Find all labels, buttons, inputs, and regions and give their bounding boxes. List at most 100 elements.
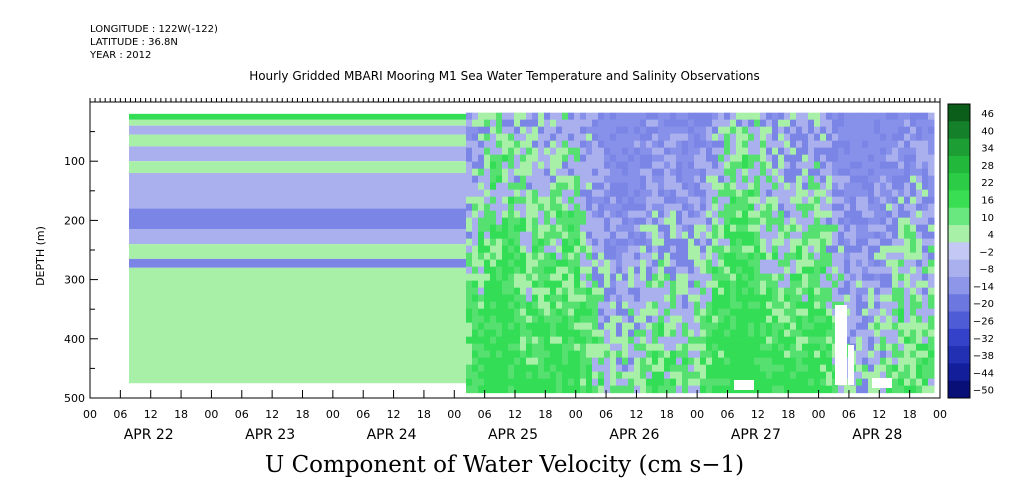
y-tick-label: 400 (64, 333, 85, 346)
field-cell (712, 140, 719, 149)
band-rect (129, 146, 466, 162)
field-cell (718, 266, 725, 275)
field-cell (724, 140, 731, 149)
field-cell (862, 287, 869, 296)
field-cell (718, 385, 725, 394)
field-cell (922, 273, 929, 282)
field-cell (676, 126, 683, 135)
field-cell (820, 203, 827, 212)
field-cell (658, 140, 665, 149)
field-cell (658, 231, 665, 240)
field-cell (658, 126, 665, 135)
field-cell (502, 364, 509, 373)
field-cell (886, 287, 893, 296)
field-cell (478, 322, 485, 331)
field-cell (634, 217, 641, 226)
field-cell (598, 203, 605, 212)
field-cell (742, 217, 749, 226)
field-cell (598, 329, 605, 338)
field-cell (928, 322, 935, 331)
field-cell (718, 203, 725, 212)
field-cell (766, 287, 773, 296)
field-cell (826, 224, 833, 233)
field-cell (700, 378, 707, 387)
field-cell (670, 301, 677, 310)
field-cell (670, 322, 677, 331)
field-cell (904, 378, 911, 387)
field-cell (634, 322, 641, 331)
field-cell (898, 301, 905, 310)
field-cell (670, 308, 677, 317)
field-cell (574, 301, 581, 310)
field-cell (676, 357, 683, 366)
colorbar-swatch (948, 346, 970, 364)
field-cell (478, 175, 485, 184)
field-cell (742, 231, 749, 240)
field-cell (838, 119, 845, 128)
field-cell (646, 280, 653, 289)
field-cell (862, 364, 869, 373)
field-cell (484, 231, 491, 240)
field-cell (694, 126, 701, 135)
field-cell (790, 364, 797, 373)
field-cell (604, 245, 611, 254)
field-cell (838, 133, 845, 142)
field-cell (730, 287, 737, 296)
field-cell (922, 343, 929, 352)
field-cell (496, 182, 503, 191)
field-cell (922, 217, 929, 226)
field-cell (730, 210, 737, 219)
field-cell (550, 266, 557, 275)
field-cell (556, 217, 563, 226)
field-cell (736, 133, 743, 142)
field-cell (646, 133, 653, 142)
field-cell (736, 231, 743, 240)
field-cell (712, 238, 719, 247)
field-cell (802, 119, 809, 128)
field-cell (742, 119, 749, 128)
field-cell (466, 182, 473, 191)
field-cell (928, 210, 935, 219)
field-cell (880, 154, 887, 163)
field-cell (838, 147, 845, 156)
field-cell (844, 126, 851, 135)
field-cell (742, 112, 749, 121)
longitude-label: LONGITUDE : 122W(-122) (90, 24, 218, 35)
field-cell (616, 175, 623, 184)
field-cell (640, 378, 647, 387)
field-cell (838, 182, 845, 191)
x-tick-label: 06 (842, 408, 856, 421)
field-cell (826, 343, 833, 352)
field-cell (802, 343, 809, 352)
field-cell (478, 287, 485, 296)
field-cell (574, 133, 581, 142)
field-cell (928, 378, 935, 387)
field-cell (514, 231, 521, 240)
field-cell (472, 203, 479, 212)
field-cell (664, 231, 671, 240)
field-cell (562, 287, 569, 296)
field-cell (580, 189, 587, 198)
field-cell (790, 273, 797, 282)
field-cell (796, 266, 803, 275)
field-cell (622, 378, 629, 387)
field-cell (562, 133, 569, 142)
colorbar-label: −14 (973, 282, 994, 293)
field-cell (844, 336, 851, 345)
field-cell (640, 322, 647, 331)
field-cell (814, 385, 821, 394)
field-cell (628, 238, 635, 247)
field-cell (556, 196, 563, 205)
field-cell (496, 147, 503, 156)
field-cell (658, 133, 665, 142)
field-cell (610, 119, 617, 128)
field-cell (922, 252, 929, 261)
field-cell (844, 315, 851, 324)
field-cell (694, 119, 701, 128)
field-cell (808, 231, 815, 240)
field-cell (760, 336, 767, 345)
field-cell (682, 217, 689, 226)
field-cell (586, 189, 593, 198)
field-cell (562, 168, 569, 177)
field-cell (778, 182, 785, 191)
